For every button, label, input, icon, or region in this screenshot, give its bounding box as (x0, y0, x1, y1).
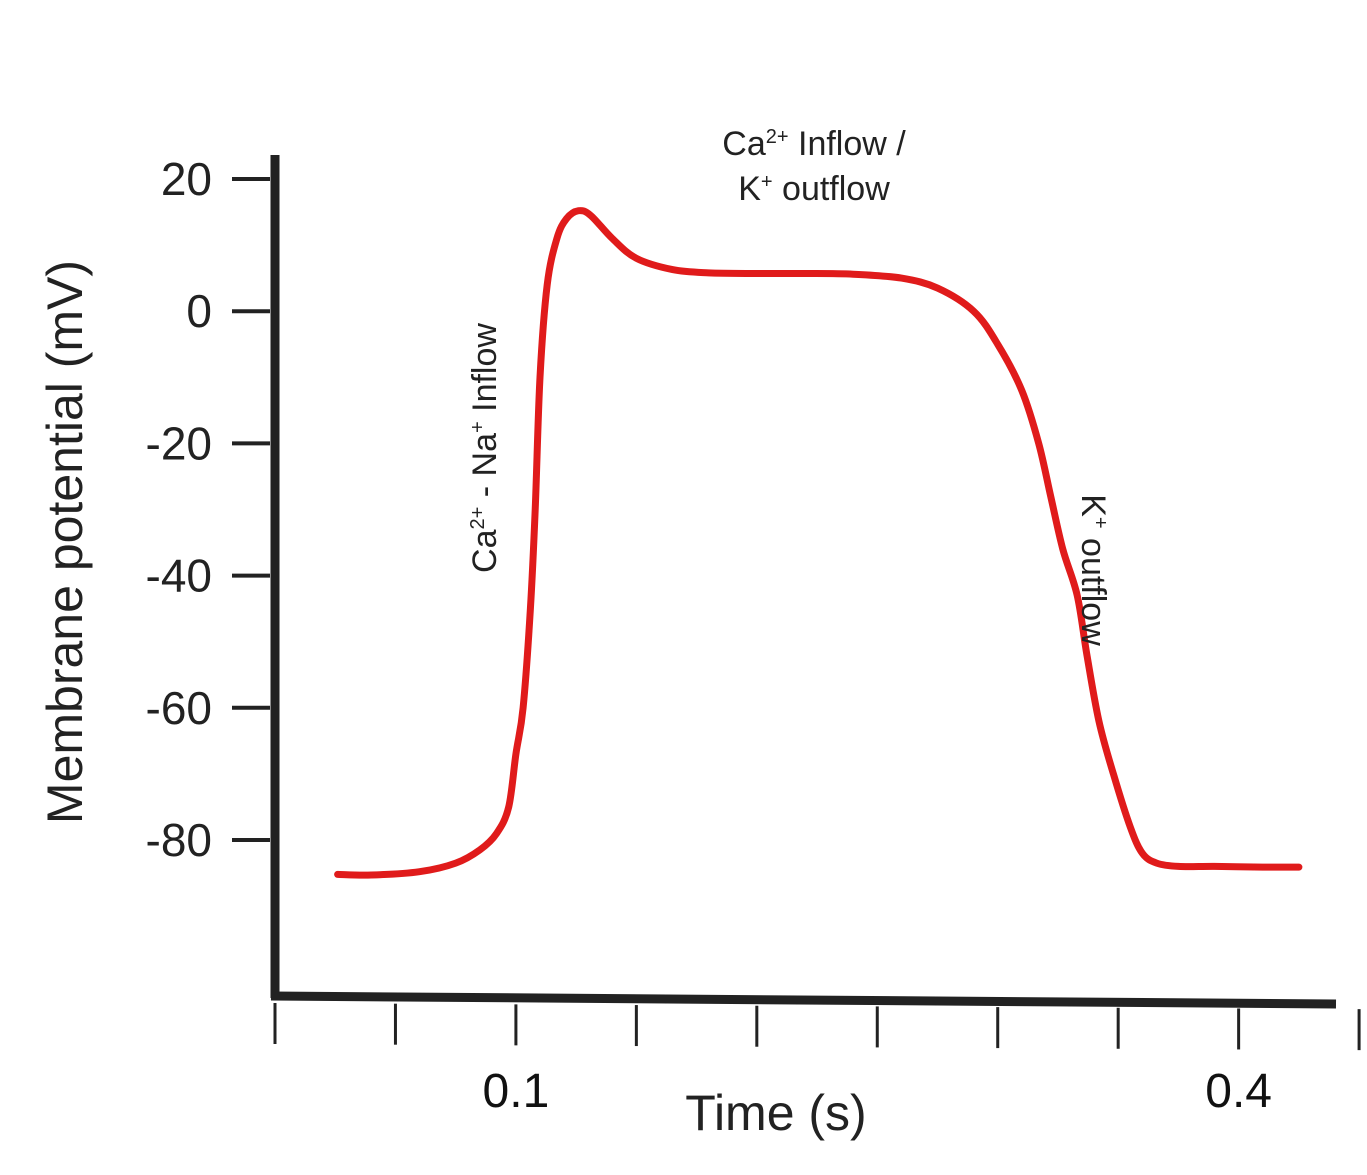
y-tick-label: -20 (146, 417, 212, 469)
y-axis-title: Membrane potential (mV) (37, 260, 93, 824)
axes (270, 155, 1337, 1009)
y-axis-ticks: 20 0 -20 -40 -60 -80 (146, 153, 270, 866)
membrane-potential-line (334, 207, 1303, 879)
annotation-repolarization: K+ outflow (1074, 494, 1112, 646)
x-axis-ticks: 0.1 0.4 (273, 1003, 1361, 1118)
y-tick-label: 20 (161, 153, 212, 205)
y-tick-label: -80 (146, 814, 212, 866)
x-tick-label: 0.1 (483, 1065, 550, 1118)
x-axis-title: Time (s) (685, 1085, 866, 1141)
x-axis-line (270, 991, 1337, 1009)
y-tick-label: -40 (146, 550, 212, 602)
annotation-plateau-line1: Ca2+ Inflow / (722, 125, 906, 163)
x-tick-label: 0.4 (1205, 1065, 1272, 1118)
annotation-plateau-line2: K+ outflow (738, 170, 890, 208)
annotation-depolarization: Ca2+ - Na+ Inflow (466, 323, 504, 573)
y-tick-label: -60 (146, 682, 212, 734)
y-tick-label: 0 (186, 285, 212, 337)
